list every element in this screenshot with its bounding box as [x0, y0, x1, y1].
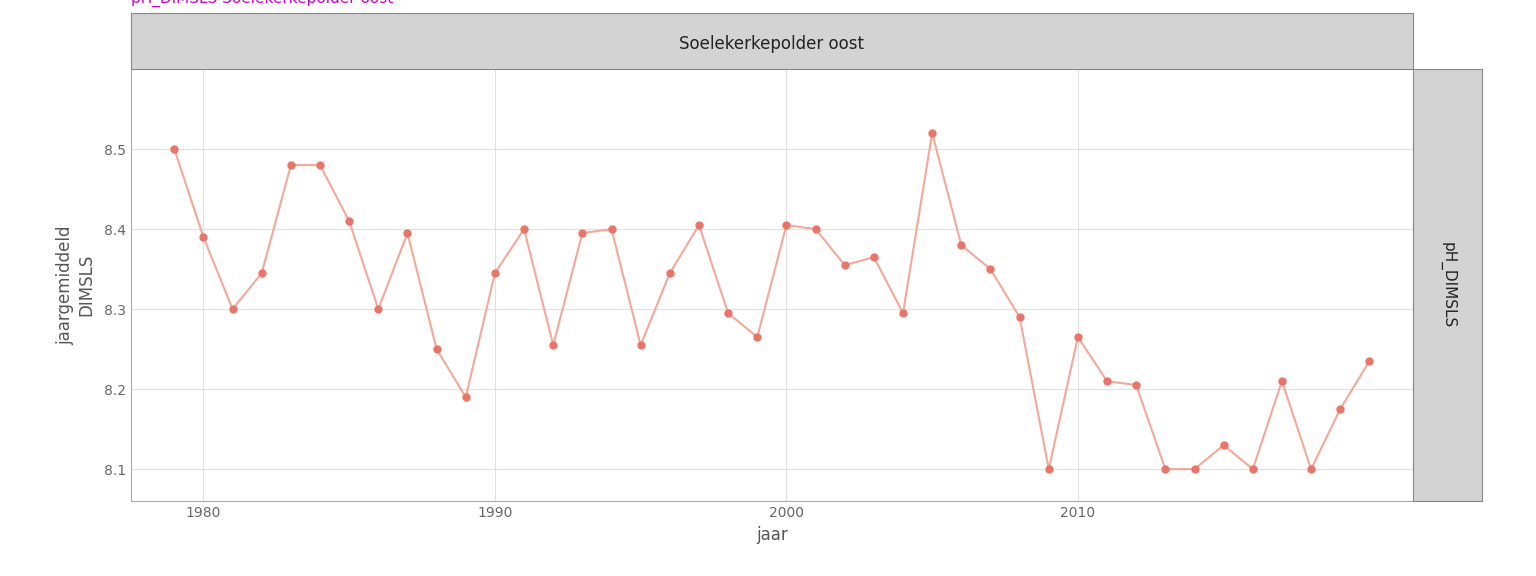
Text: pH_DIMSLS Soelekerkepolder oost: pH_DIMSLS Soelekerkepolder oost	[131, 0, 393, 7]
Text: pH_DIMSLS: pH_DIMSLS	[1439, 242, 1456, 328]
X-axis label: jaar: jaar	[756, 525, 788, 544]
Y-axis label: jaargemiddeld
DIMSLS: jaargemiddeld DIMSLS	[57, 225, 95, 345]
Text: Soelekerkepolder oost: Soelekerkepolder oost	[679, 35, 865, 53]
